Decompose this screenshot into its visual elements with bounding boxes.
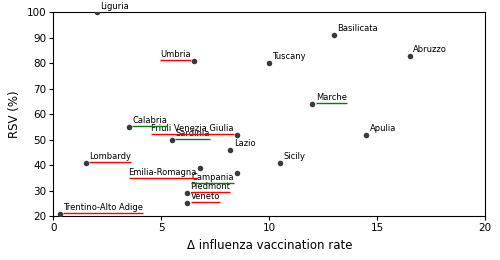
Text: Piedmont: Piedmont (190, 182, 230, 191)
Text: Trentino-Alto Adige: Trentino-Alto Adige (63, 203, 143, 212)
Text: Lombardy: Lombardy (89, 152, 131, 161)
Text: Marche: Marche (316, 93, 346, 102)
Text: Abruzzo: Abruzzo (413, 45, 446, 54)
Text: Lazio: Lazio (234, 139, 256, 148)
Text: Emilia-Romagna: Emilia-Romagna (128, 168, 197, 177)
Text: Sicily: Sicily (284, 152, 306, 161)
Text: Tuscany: Tuscany (272, 52, 306, 61)
Text: Calabria: Calabria (132, 116, 167, 125)
Text: Sardinia: Sardinia (176, 129, 210, 138)
Text: Apulia: Apulia (370, 124, 396, 133)
Text: Veneto: Veneto (190, 192, 220, 202)
Text: Basilicata: Basilicata (338, 24, 378, 33)
Y-axis label: RSV (%): RSV (%) (8, 90, 22, 138)
Text: Friuli Venezia Giulia: Friuli Venezia Giulia (151, 124, 234, 133)
Text: Umbria: Umbria (160, 50, 190, 59)
Text: Liguria: Liguria (100, 2, 128, 11)
X-axis label: Δ influenza vaccination rate: Δ influenza vaccination rate (186, 239, 352, 252)
Text: Campania: Campania (191, 173, 234, 182)
